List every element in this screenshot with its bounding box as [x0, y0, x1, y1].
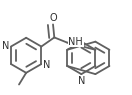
- Text: N: N: [43, 60, 50, 70]
- Text: N: N: [78, 76, 85, 86]
- Text: O: O: [49, 13, 57, 23]
- Text: NH: NH: [68, 37, 83, 47]
- Text: N: N: [2, 41, 9, 51]
